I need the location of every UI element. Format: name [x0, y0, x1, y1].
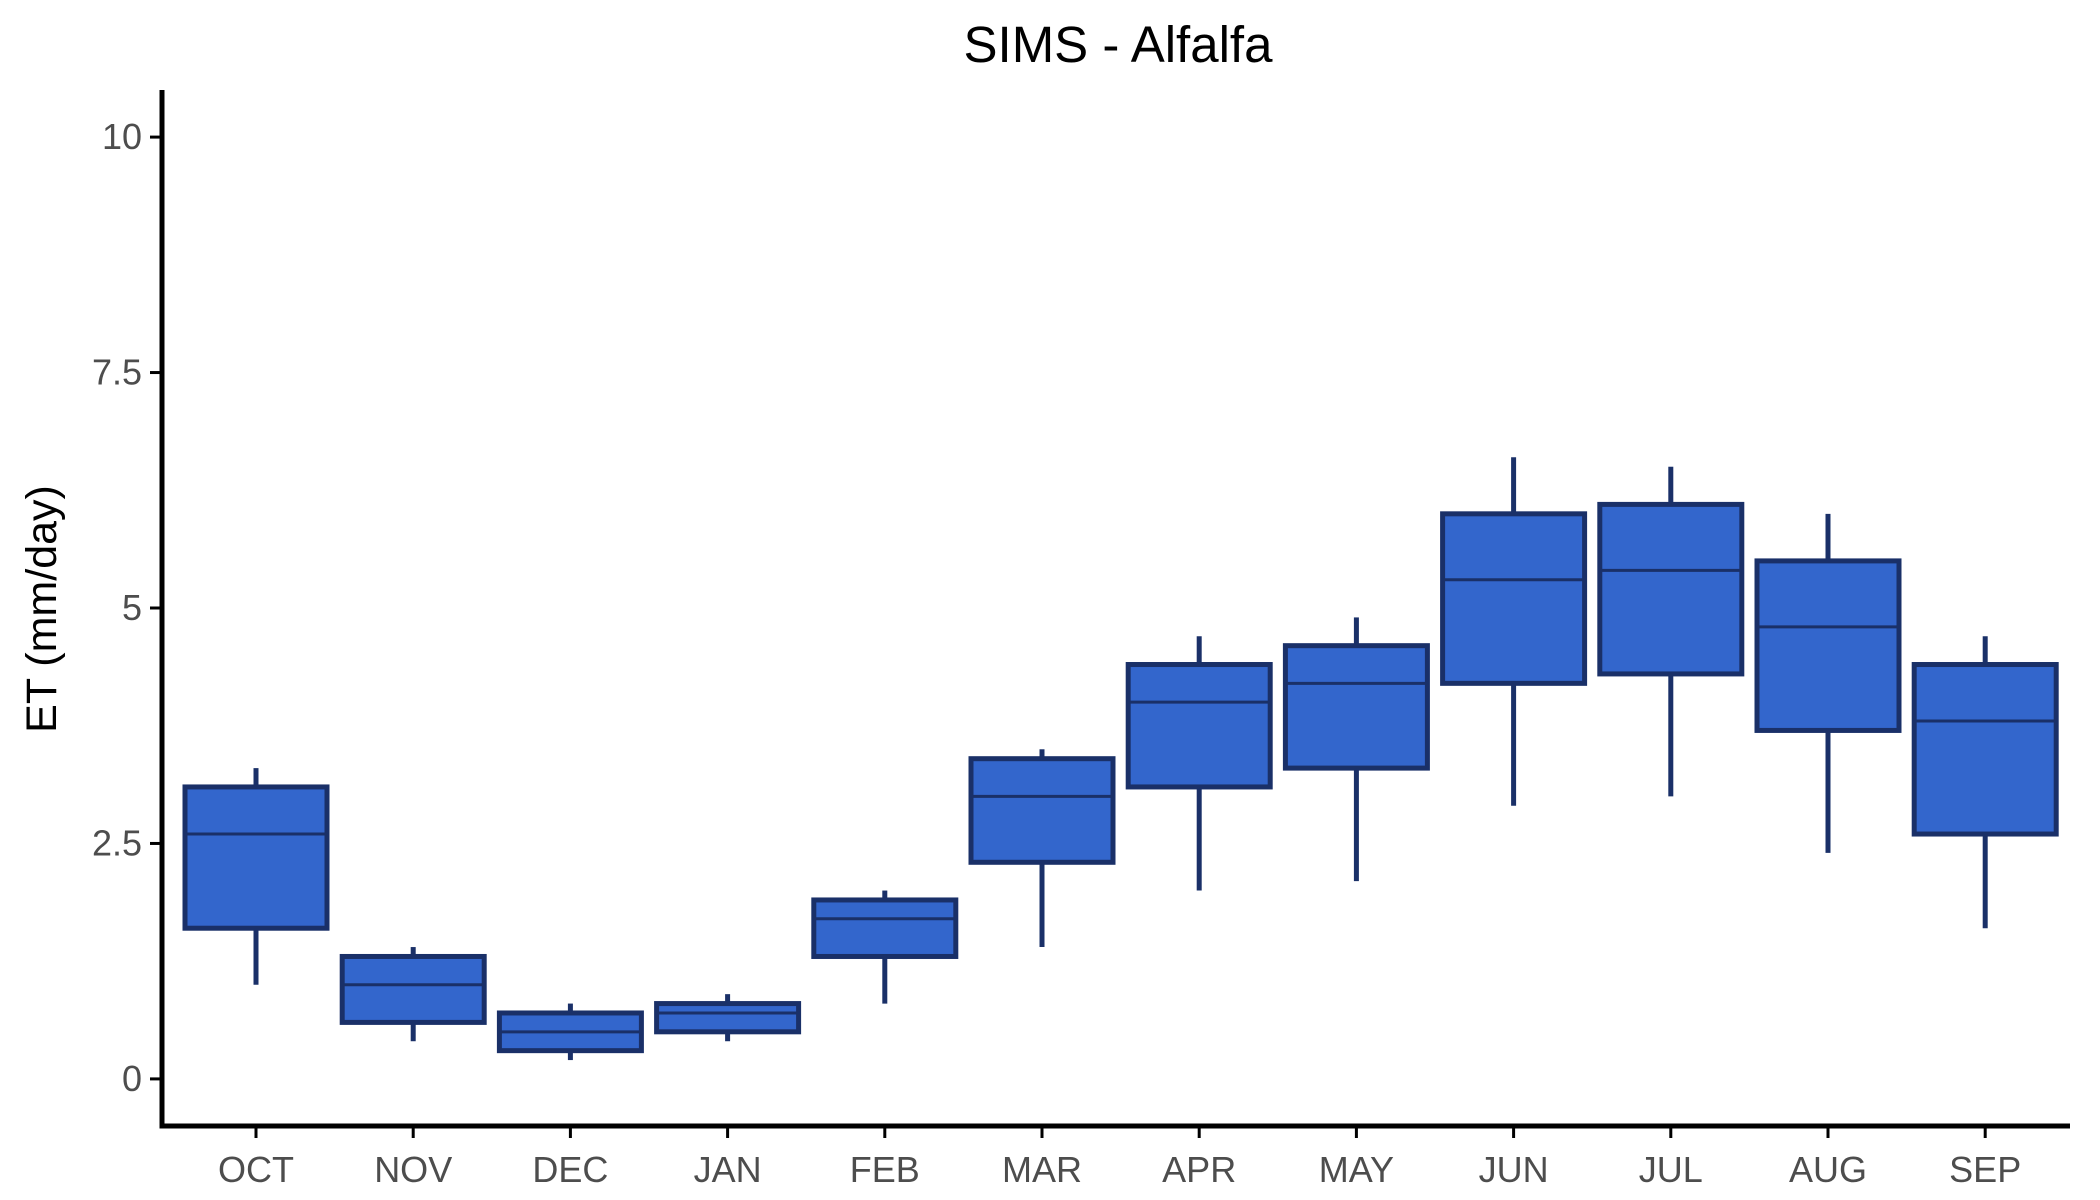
box-oct	[182, 768, 330, 985]
x-tick-label-mar: MAR	[1002, 1149, 1082, 1190]
x-tick-label-jul: JUL	[1639, 1149, 1703, 1190]
x-tick-label-apr: APR	[1162, 1149, 1236, 1190]
x-ticks-layer: OCT NOV DEC JAN FEB MAR APR MAY JUN JUL AUG SEP	[218, 1126, 2021, 1190]
box-feb	[811, 890, 959, 1004]
box-apr	[1125, 636, 1273, 891]
iqr-box	[654, 1001, 802, 1035]
y-tick-label: 7.5	[92, 352, 142, 393]
x-tick-label-nov: NOV	[374, 1149, 452, 1190]
iqr-box	[1597, 501, 1745, 677]
chart-title: SIMS - Alfalfa	[964, 16, 1274, 73]
y-tick-label: 10	[102, 116, 142, 157]
box-may	[1282, 617, 1430, 882]
x-tick-label-dec: DEC	[532, 1149, 608, 1190]
x-tick-label-oct: OCT	[218, 1149, 294, 1190]
box-sep	[1911, 636, 2059, 929]
y-tick-label: 0	[122, 1058, 142, 1099]
y-tick-label: 5	[122, 587, 142, 628]
x-tick-label-jun: JUN	[1479, 1149, 1549, 1190]
iqr-box	[1911, 662, 2059, 837]
x-tick-label-aug: AUG	[1789, 1149, 1867, 1190]
iqr-box	[811, 897, 959, 959]
iqr-box	[1754, 558, 1902, 733]
box-dec	[496, 1003, 644, 1061]
boxes-layer	[182, 457, 2059, 1061]
iqr-box	[1282, 643, 1430, 771]
box-nov	[339, 947, 487, 1042]
box-mar	[968, 749, 1116, 948]
x-tick-label-may: MAY	[1319, 1149, 1394, 1190]
iqr-box	[1440, 511, 1588, 686]
y-axis-label: ET (mm/day)	[18, 485, 66, 733]
iqr-box	[339, 953, 487, 1025]
x-tick-label-jan: JAN	[694, 1149, 762, 1190]
iqr-box	[968, 756, 1116, 865]
box-aug	[1754, 513, 1902, 853]
y-tick-label: 2.5	[92, 822, 142, 863]
iqr-box	[1125, 662, 1273, 790]
box-jun	[1440, 457, 1588, 806]
box-jul	[1597, 466, 1745, 797]
x-tick-label-sep: SEP	[1949, 1149, 2021, 1190]
box-jan	[654, 994, 802, 1042]
iqr-box	[182, 784, 330, 931]
y-ticks-layer: 0 2.5 5 7.5 10	[92, 116, 162, 1099]
x-tick-label-feb: FEB	[850, 1149, 920, 1190]
